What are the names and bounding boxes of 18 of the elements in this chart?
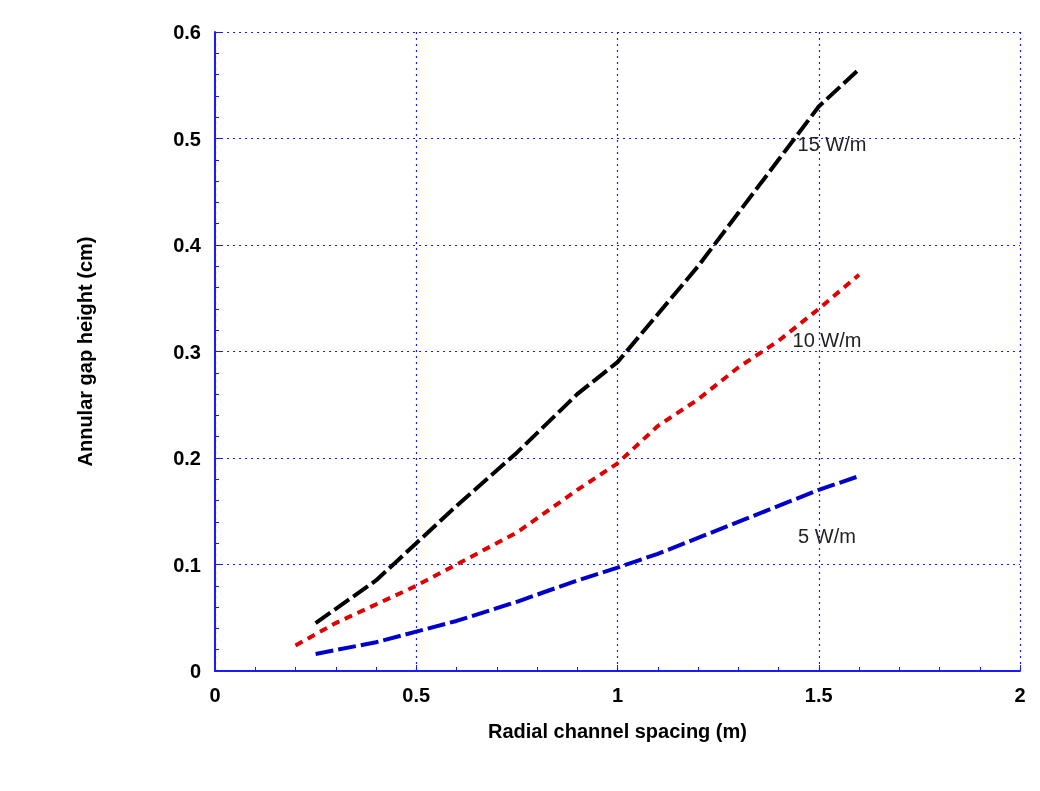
y-tick-label: 0.1 [173,553,201,576]
y-tick-label: 0.2 [173,447,201,469]
y-tick-label: 0.5 [173,127,201,150]
x-tick-label: 1 [611,684,624,706]
y-tick-label: 0 [189,660,201,682]
x-axis-title: Radial channel spacing (m) [488,720,747,742]
x-tick-label: 0.5 [402,684,431,706]
series-label: 5 W/m [798,525,856,548]
x-tick-label: 2 [1014,684,1026,706]
series-label: 15 W/m [797,133,867,156]
y-tick-label: 0.6 [173,21,201,43]
series-label: 10 W/m [792,328,862,351]
line-series [293,272,861,648]
x-tick-label: 0 [209,684,221,706]
x-tick-label: 1.5 [804,684,833,706]
y-tick-label: 0.4 [173,234,202,256]
y-tick-label: 0.3 [173,340,201,363]
y-axis-title: Annular gap height (cm) [74,236,96,467]
